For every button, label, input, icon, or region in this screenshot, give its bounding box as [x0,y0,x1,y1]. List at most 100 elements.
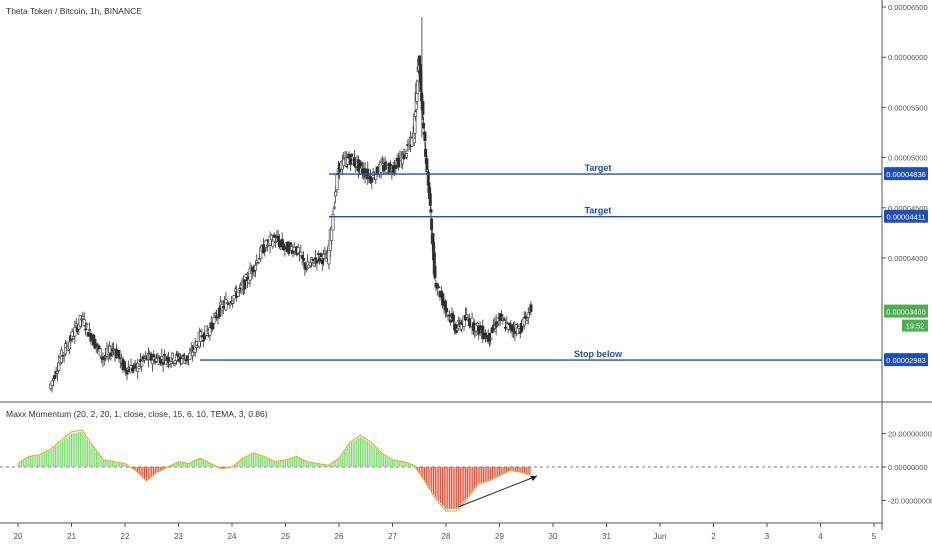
candle-body [311,258,315,261]
momentum-bar [197,459,199,467]
momentum-bar [465,467,467,500]
momentum-bar [94,449,96,467]
momentum-bar [183,462,185,467]
momentum-axis[interactable]: 20.00000000 0.00000000 -20.00000000 [882,430,932,506]
momentum-bar [110,461,112,467]
candle-body [236,291,240,297]
momentum-bar [354,440,356,467]
candle-body [140,360,144,367]
momentum-bar [174,463,176,467]
level-price-badge-target-upper [884,167,928,181]
candle-body [255,260,259,263]
candle-body [273,241,277,243]
momentum-bar [468,467,470,495]
momentum-bar [247,456,249,467]
momentum-bar [283,460,285,467]
momentum-bar [486,467,488,481]
price-axis[interactable]: 0.00006500 0.00006000 0.00005500 0.00005000… [882,3,928,332]
candle-body [402,154,406,160]
momentum-bar [240,460,242,467]
momentum-bar [466,467,468,498]
momentum-bar [470,467,472,493]
momentum-bar [484,467,486,482]
candle-body [162,353,166,356]
momentum-bar [49,450,51,467]
candle-body [348,158,352,166]
candle-body [318,258,322,262]
momentum-bar [45,451,48,467]
momentum-bar [391,460,394,467]
candle-body [221,305,225,309]
candle-body [352,157,356,167]
momentum-bar [158,467,160,472]
candle-body [149,353,153,361]
candle-body [112,348,116,351]
momentum-bar [299,458,301,467]
momentum-bar [375,448,378,467]
momentum-bar [461,467,463,504]
candle-body [359,162,363,167]
candle-body [292,247,296,252]
momentum-bar [193,461,196,467]
momentum-bar [35,455,37,467]
momentum-bar [95,451,98,467]
candle-body [161,362,165,365]
momentum-bar [154,467,156,474]
momentum-bar [349,443,351,467]
momentum-bar [350,442,353,467]
candle-body [283,246,287,250]
momentum-bar [208,462,210,467]
momentum-bar [19,462,21,467]
candle-body [314,257,318,260]
candle-body [455,328,459,331]
momentum-bar [88,441,90,467]
candle-body [201,339,205,342]
momentum-bar [256,454,258,467]
momentum-bar [56,444,58,467]
momentum-bar [265,457,267,467]
momentum-bar [170,465,172,467]
momentum-bar [120,463,123,467]
momentum-bar [497,467,499,477]
momentum-bar [92,446,94,467]
candle-body [524,315,528,319]
momentum-bar [81,431,83,467]
momentum-bar [308,462,310,467]
candle-body [152,354,156,358]
momentum-bar [406,463,408,467]
candle-body [505,321,509,324]
momentum-bar [522,467,524,473]
candle-body [248,268,252,281]
momentum-bar [393,460,395,467]
momentum-bar [372,445,374,467]
momentum-bar [267,458,269,467]
momentum-bar [473,467,476,489]
momentum-bar [44,452,46,467]
level-label-target-lower: Target [585,206,612,216]
momentum-bar [156,467,158,473]
candle-body [243,279,247,290]
momentum-bar [29,456,32,467]
momentum-bar [318,463,320,467]
price-tick-label: 0.00004500 [888,204,928,213]
momentum-bar [106,460,108,467]
candle-body [191,351,195,357]
momentum-bar [275,461,278,467]
momentum-bar [138,467,140,474]
momentum-bar [456,467,458,509]
candle-body [331,214,335,231]
momentum-bar [320,464,322,467]
countdown-badge [902,319,928,332]
momentum-bar [422,467,424,478]
momentum-bar [436,467,438,500]
time-axis[interactable]: 20 21 22 23 24 25 26 27 28 29 30 31 Jun 2 3 4 5 [14,523,877,541]
momentum-bar [51,448,53,467]
candle-body [380,163,384,166]
momentum-bar [144,467,146,479]
momentum-bar [163,467,165,469]
momentum-bar [60,441,62,467]
candle-body [212,317,216,324]
momentum-bar [238,461,240,467]
countdown-label: 19:52 [906,322,925,331]
candle-body [487,332,491,342]
